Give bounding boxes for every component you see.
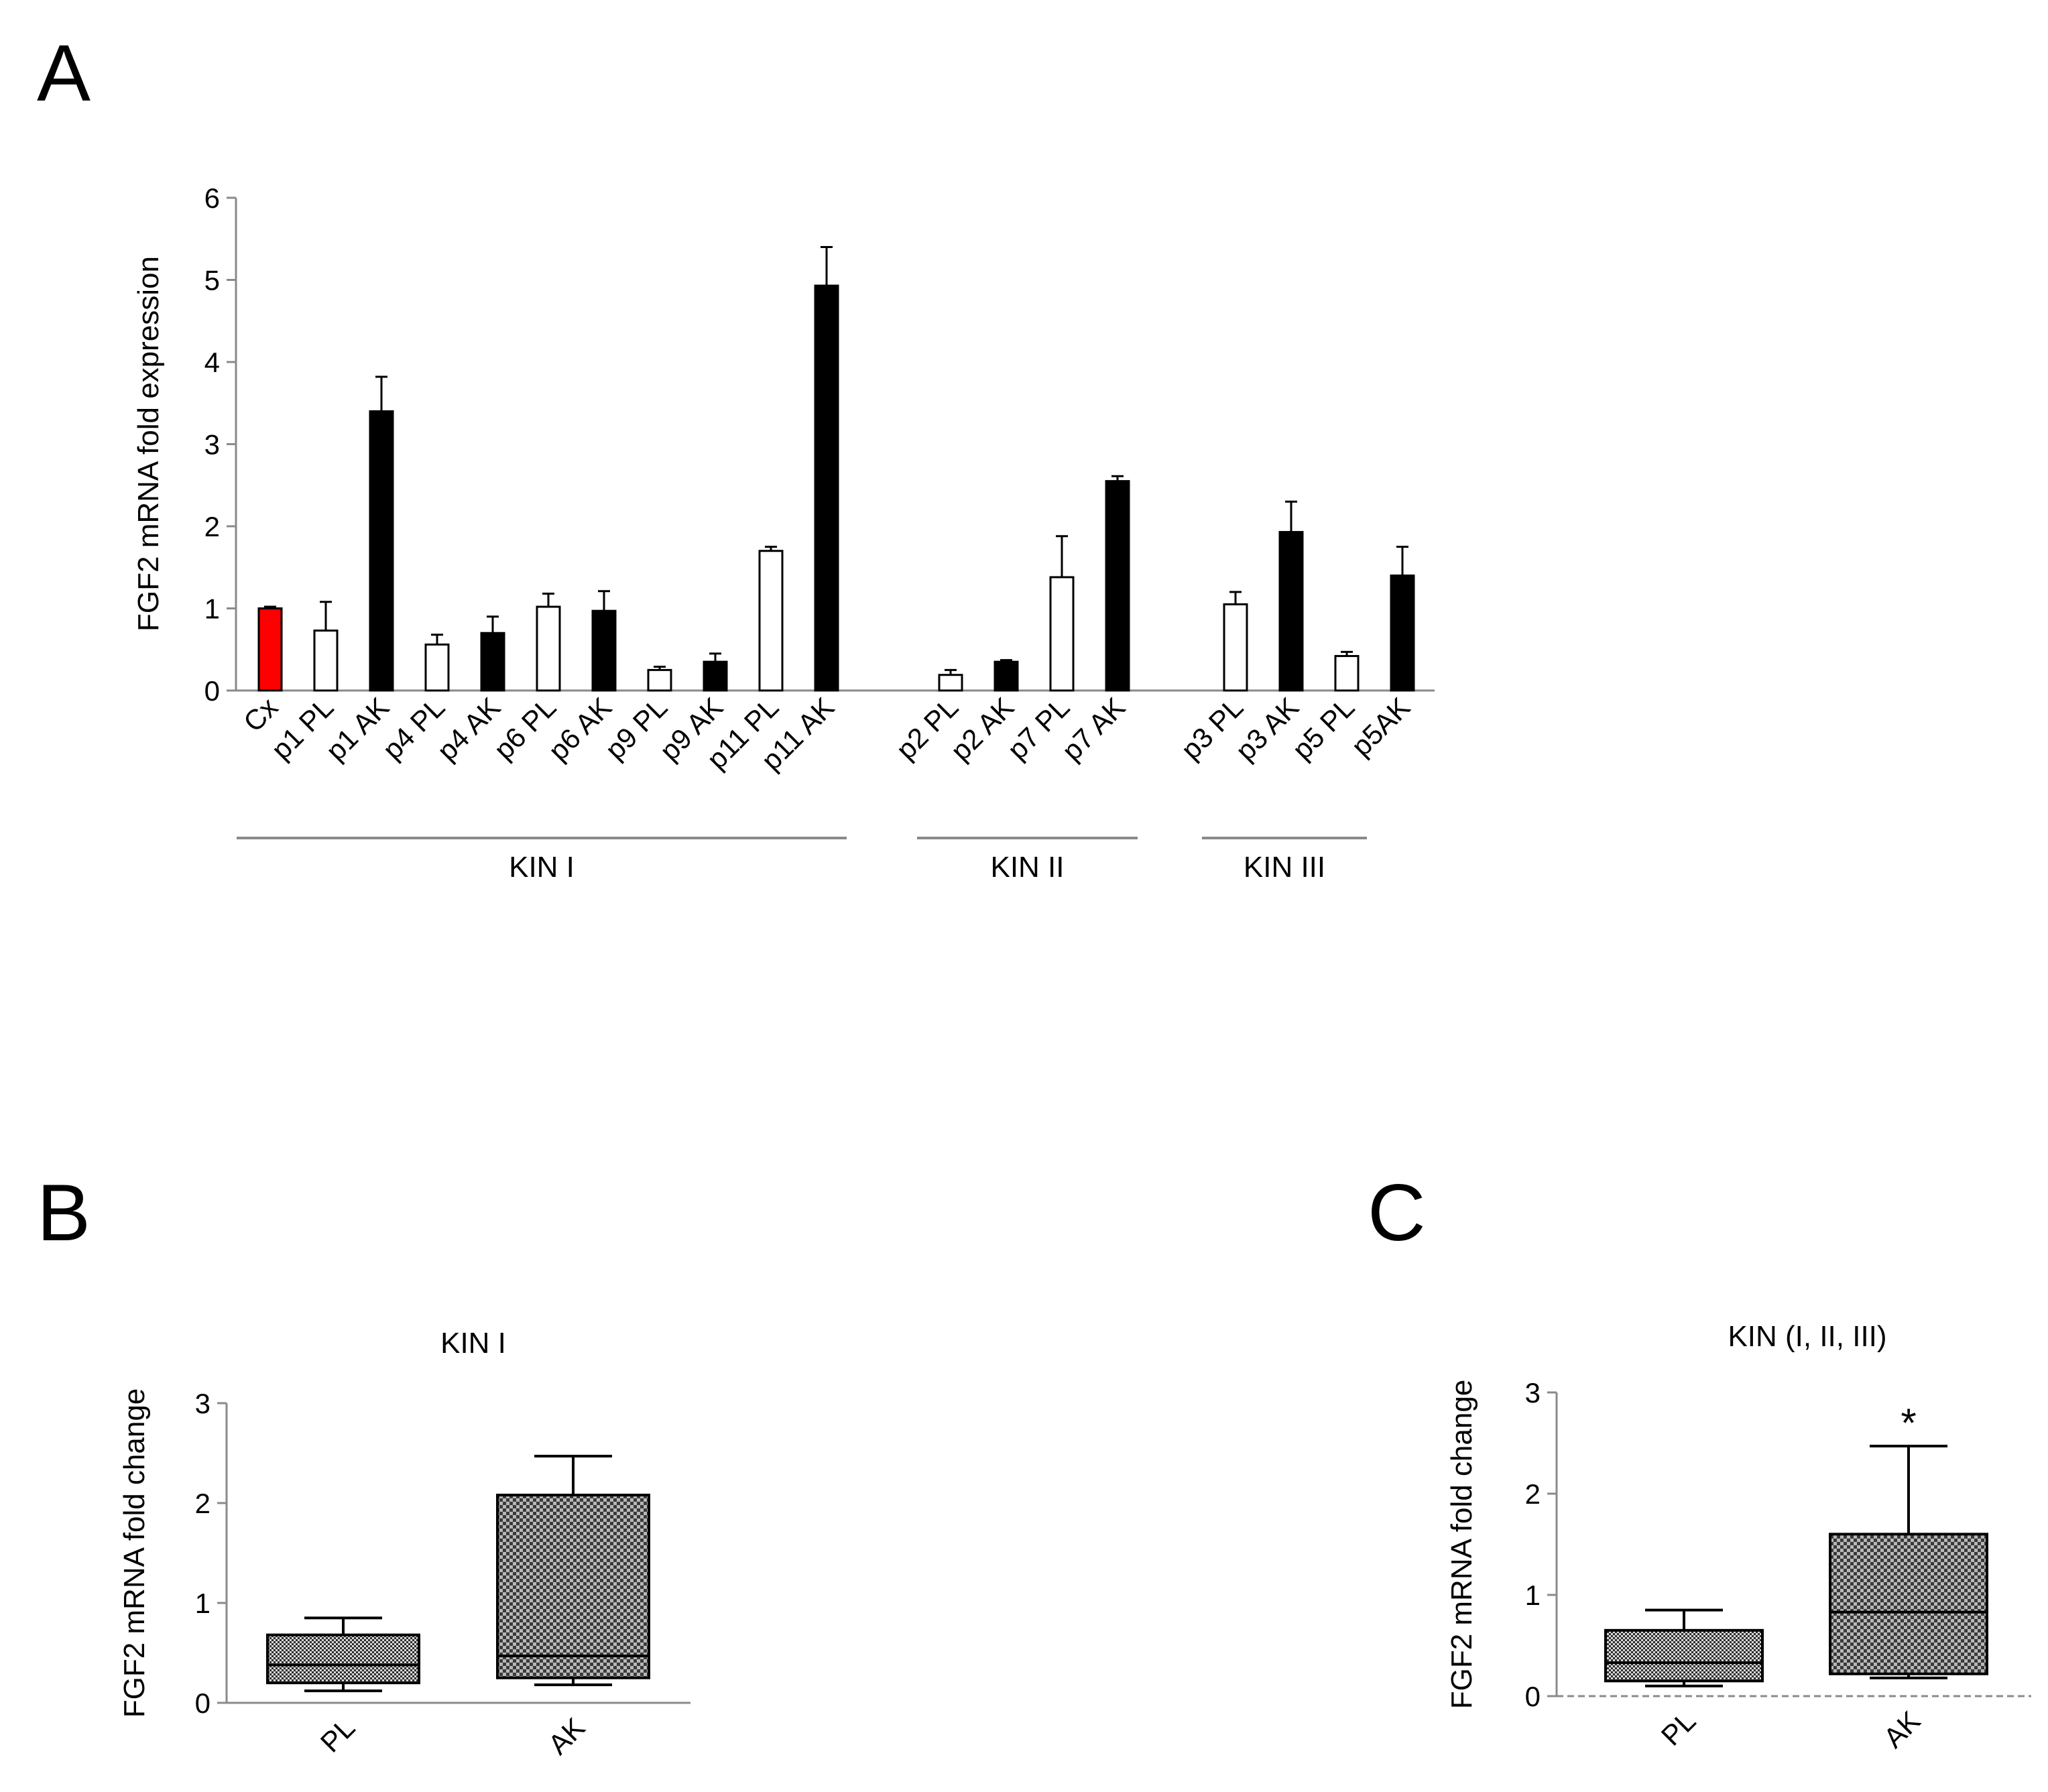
- bar: [1334, 655, 1360, 692]
- category-label: p4 AK: [431, 691, 507, 767]
- bar: [480, 632, 505, 692]
- category-label: p7 AK: [1056, 691, 1132, 767]
- category-label: p7 PL: [1002, 691, 1076, 766]
- y-axis-title-text: FGF2 mRNA fold expression: [132, 256, 165, 632]
- bar: [536, 605, 561, 692]
- category-label: PL: [314, 1712, 361, 1758]
- y-tick-label: 4: [204, 347, 220, 378]
- y-tick-label: 3: [204, 429, 220, 461]
- significance-star: *: [1901, 1400, 1916, 1445]
- y-axis-title-text: FGF2 mRNA fold change: [1445, 1380, 1478, 1710]
- bar: [938, 674, 963, 692]
- y-tick-label: 2: [195, 1488, 210, 1519]
- category-labels: PL AK: [314, 1712, 591, 1760]
- bar: [993, 660, 1019, 692]
- category-label: p2 PL: [890, 691, 965, 766]
- y-axis-title-text: FGF2 mRNA fold change: [118, 1388, 151, 1718]
- bar: [424, 643, 450, 692]
- y-tick-label: 6: [204, 182, 220, 214]
- category-label: p9 PL: [599, 691, 674, 766]
- category-label: p2 AK: [945, 691, 1020, 767]
- box: [1604, 1628, 1764, 1683]
- chart-title: KIN (I, II, III): [1728, 1320, 1886, 1353]
- group-brackets: KIN I KIN II KIN III: [237, 837, 1367, 884]
- category-label: p3 PL: [1175, 691, 1250, 766]
- group-label: KIN II: [990, 851, 1064, 884]
- y-axis-title: FGF2 mRNA fold change: [118, 1388, 151, 1718]
- category-label: p4 PL: [377, 691, 451, 766]
- category-label: AK: [542, 1712, 591, 1760]
- bar: [591, 609, 617, 692]
- bar: [1390, 575, 1415, 692]
- category-label: p6 AK: [542, 691, 618, 767]
- bar: [647, 668, 672, 692]
- bar: [369, 410, 394, 692]
- y-tick-label: 2: [1525, 1478, 1541, 1510]
- bar: [257, 607, 283, 692]
- y-tick-label: 0: [195, 1687, 210, 1719]
- panel-c-box-plot: KIN (I, II, III) FGF2 mRNA fold change 0…: [1445, 1320, 2031, 1754]
- bars: [257, 246, 1415, 692]
- axes: 0 1 2 3: [195, 1388, 690, 1719]
- category-label: p6 PL: [488, 691, 562, 766]
- chart-title: KIN I: [440, 1327, 506, 1360]
- category-label: p1 PL: [265, 691, 340, 766]
- bar: [313, 630, 339, 692]
- group-label: KIN I: [509, 851, 575, 884]
- bar: [1049, 576, 1075, 692]
- category-label: p5 PL: [1286, 691, 1361, 766]
- category-label: p5AK: [1345, 691, 1416, 762]
- bar: [703, 660, 728, 692]
- panel-letter-b: B: [37, 1168, 91, 1258]
- bar: [1105, 480, 1130, 692]
- boxes: [1604, 1445, 1988, 1687]
- bar: [1278, 531, 1304, 692]
- panel-b-box-plot: KIN I FGF2 mRNA fold change 0 1 2 3 PL AK: [118, 1327, 690, 1760]
- y-tick-label: 1: [1525, 1579, 1541, 1611]
- y-tick-label: 5: [204, 265, 220, 296]
- group-label: KIN III: [1244, 851, 1325, 884]
- category-label: PL: [1655, 1705, 1702, 1752]
- box: [1829, 1533, 1988, 1675]
- category-label: p3 AK: [1229, 691, 1305, 767]
- y-tick-label: 0: [204, 675, 220, 707]
- y-axis-title: FGF2 mRNA fold change: [1445, 1380, 1478, 1710]
- bar: [1223, 603, 1248, 692]
- boxes: [266, 1454, 650, 1693]
- y-tick-label: 0: [1525, 1681, 1541, 1712]
- y-tick-label: 3: [1525, 1377, 1541, 1409]
- box: [496, 1494, 650, 1679]
- y-tick-label: 3: [195, 1388, 210, 1419]
- bar: [758, 550, 784, 692]
- y-axis-title: FGF2 mRNA fold expression: [132, 256, 165, 632]
- panel-letter-a: A: [37, 28, 91, 118]
- axes: 0 1 2 3: [1525, 1377, 2031, 1712]
- category-labels: PL AK: [1655, 1705, 1927, 1754]
- box: [266, 1633, 420, 1685]
- category-label: AK: [1878, 1705, 1927, 1754]
- y-tick-label: 2: [204, 511, 220, 542]
- y-tick-label: 1: [204, 593, 220, 625]
- bar: [814, 284, 839, 692]
- category-label: p1 AK: [320, 691, 396, 767]
- panel-letter-c: C: [1368, 1168, 1426, 1258]
- y-tick-label: 1: [195, 1588, 210, 1619]
